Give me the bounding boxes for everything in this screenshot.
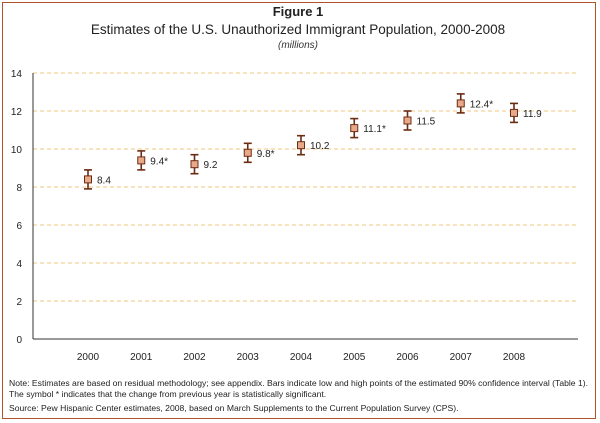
data-point bbox=[403, 116, 412, 125]
data-label: 8.4 bbox=[97, 175, 111, 186]
data-label: 9.8* bbox=[257, 149, 275, 160]
x-tick-label: 2006 bbox=[396, 352, 419, 363]
y-tick-label: 6 bbox=[16, 221, 22, 232]
data-point bbox=[297, 141, 305, 150]
figure-frame bbox=[2, 2, 596, 419]
y-tick-label: 0 bbox=[16, 335, 22, 346]
data-point bbox=[137, 156, 146, 165]
data-point bbox=[350, 124, 359, 133]
x-tick-label: 2000 bbox=[77, 352, 100, 363]
data-label: 9.2 bbox=[204, 160, 218, 171]
chart-source: Source: Pew Hispanic Center estimates, 2… bbox=[9, 403, 459, 413]
data-label: 12.4* bbox=[470, 99, 493, 110]
y-tick-label: 12 bbox=[11, 107, 23, 118]
data-label: 11.9 bbox=[523, 109, 542, 120]
data-label: 9.4* bbox=[150, 156, 168, 167]
chart-subtitle: (millions) bbox=[278, 40, 318, 51]
x-tick-label: 2001 bbox=[130, 352, 153, 363]
data-point bbox=[243, 148, 252, 157]
y-tick-label: 14 bbox=[11, 69, 23, 80]
y-tick-label: 10 bbox=[11, 145, 23, 156]
chart-note: Note: Estimates are based on residual me… bbox=[9, 378, 588, 399]
x-tick-label: 2007 bbox=[450, 352, 473, 363]
y-tick-label: 8 bbox=[16, 183, 22, 194]
y-tick-label: 2 bbox=[16, 297, 22, 308]
data-point bbox=[84, 175, 92, 184]
x-tick-label: 2002 bbox=[183, 352, 206, 363]
data-label: 11.1* bbox=[363, 124, 386, 135]
x-tick-label: 2008 bbox=[503, 352, 526, 363]
chart-title: Estimates of the U.S. Unauthorized Immig… bbox=[90, 22, 506, 37]
x-tick-label: 2003 bbox=[237, 352, 260, 363]
figure-label: Figure 1 bbox=[272, 4, 324, 19]
data-point bbox=[190, 160, 199, 169]
x-tick-label: 2004 bbox=[290, 352, 313, 363]
data-point bbox=[510, 108, 518, 117]
data-label: 10.2 bbox=[310, 141, 330, 152]
x-tick-label: 2005 bbox=[343, 352, 366, 363]
data-label: 11.5 bbox=[417, 117, 436, 128]
y-tick-label: 4 bbox=[16, 259, 22, 270]
data-point bbox=[456, 99, 465, 108]
